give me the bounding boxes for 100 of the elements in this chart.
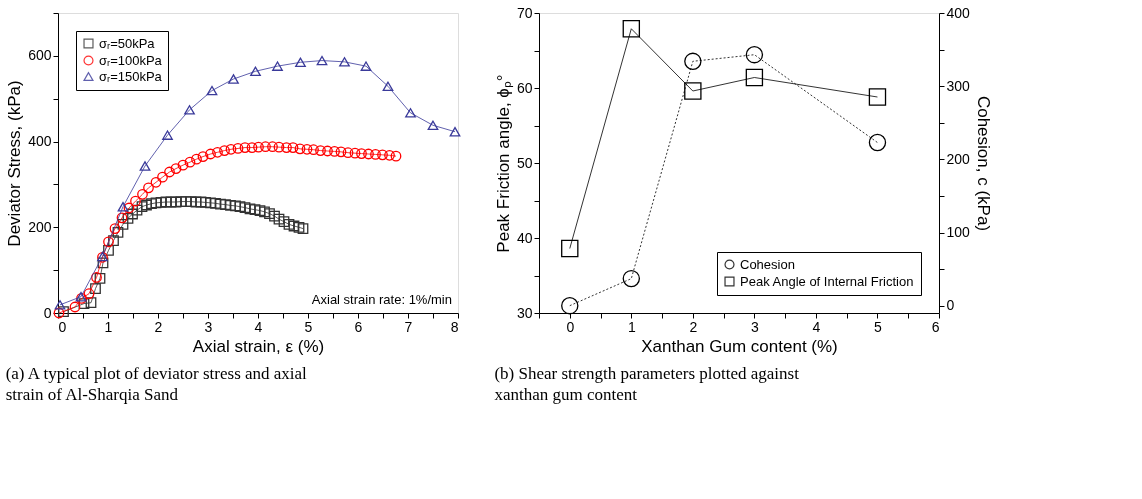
annotation: Axial strain rate: 1%/min <box>311 292 452 307</box>
x-tick-label: 8 <box>450 318 459 335</box>
point <box>195 196 207 208</box>
point <box>288 220 300 232</box>
point <box>315 145 326 156</box>
point <box>69 301 81 313</box>
point <box>287 142 299 153</box>
point <box>449 126 461 137</box>
point <box>561 239 579 258</box>
x-tick-label: 0 <box>566 318 575 335</box>
point <box>405 108 416 118</box>
point <box>205 197 216 209</box>
point <box>301 143 313 155</box>
point <box>219 145 230 156</box>
point <box>745 68 764 87</box>
point <box>205 148 216 160</box>
point <box>561 296 579 315</box>
point <box>117 201 129 212</box>
point <box>185 196 197 207</box>
legend-label: Peak Angle of Internal Friction <box>740 273 914 289</box>
point <box>184 156 196 168</box>
point <box>293 221 305 233</box>
point <box>370 149 381 160</box>
point <box>228 74 239 84</box>
x-axis-title: Xanthan Gum content (%) <box>641 336 838 356</box>
point <box>116 212 128 224</box>
point <box>390 150 402 162</box>
point <box>165 196 177 208</box>
point <box>267 141 278 153</box>
point <box>297 223 309 234</box>
point <box>91 272 102 283</box>
point <box>103 245 114 256</box>
point <box>220 199 231 210</box>
point <box>146 198 157 210</box>
point <box>745 46 764 64</box>
point <box>250 66 261 77</box>
point <box>83 288 95 300</box>
point <box>230 200 241 212</box>
point <box>294 143 306 155</box>
point <box>180 196 192 207</box>
point <box>141 199 152 211</box>
point <box>253 141 264 153</box>
point <box>139 161 151 171</box>
point <box>170 196 182 208</box>
point <box>239 202 251 213</box>
point <box>131 204 143 216</box>
point <box>215 198 226 210</box>
text: (a) A typical plot of deviator stress and axial strain of Al-Sharqia Sand <box>5 364 308 404</box>
point <box>278 216 290 228</box>
x-tick-label: 6 <box>354 318 363 335</box>
point <box>342 147 354 159</box>
y-tick-label: 0 <box>43 304 52 321</box>
point <box>273 141 285 153</box>
x-tick-label: 2 <box>154 318 163 335</box>
y-axis-title: Peak Friction angle, ϕₚ° <box>493 74 514 253</box>
point <box>254 205 266 216</box>
x-tick-label: 3 <box>204 318 213 335</box>
point <box>90 283 101 294</box>
point <box>54 300 66 310</box>
x-tick-label: 7 <box>404 318 413 335</box>
point <box>137 188 148 200</box>
y-tick-label: 50 <box>516 154 533 171</box>
point <box>622 269 641 288</box>
point <box>308 144 319 156</box>
point <box>123 202 135 214</box>
point <box>85 297 97 309</box>
point <box>117 218 129 230</box>
point <box>316 55 328 66</box>
point <box>322 145 333 157</box>
y-tick-label: 200 <box>28 218 52 235</box>
y2-tick-label: 100 <box>946 224 971 241</box>
point <box>162 130 173 140</box>
point <box>232 143 244 154</box>
point <box>356 148 367 159</box>
point <box>177 159 189 171</box>
point <box>164 166 175 178</box>
point <box>868 88 887 106</box>
x-tick-label: 5 <box>304 318 313 335</box>
point <box>112 227 124 238</box>
x-tick-label: 5 <box>874 318 883 335</box>
point <box>244 203 256 215</box>
point <box>94 272 106 284</box>
point <box>295 57 306 68</box>
point <box>622 20 641 38</box>
x-axis-title: Axial strain, ε (%) <box>192 336 325 356</box>
point <box>329 146 340 157</box>
point <box>239 142 251 153</box>
y2-axis-title: Cohesion, c (kPa) <box>973 95 993 232</box>
y-tick-label: 60 <box>516 79 533 96</box>
y-tick-label: 40 <box>516 229 533 246</box>
point <box>155 197 167 208</box>
point <box>109 223 121 234</box>
legend-label: Cohesion <box>740 256 795 272</box>
point <box>210 197 221 209</box>
x-tick-label: 2 <box>689 318 698 335</box>
x-tick-label: 3 <box>750 318 759 335</box>
x-tick-label: 4 <box>812 318 821 335</box>
y-tick-label: 600 <box>28 47 52 64</box>
point <box>264 208 275 219</box>
y2-tick-label: 400 <box>946 4 971 21</box>
